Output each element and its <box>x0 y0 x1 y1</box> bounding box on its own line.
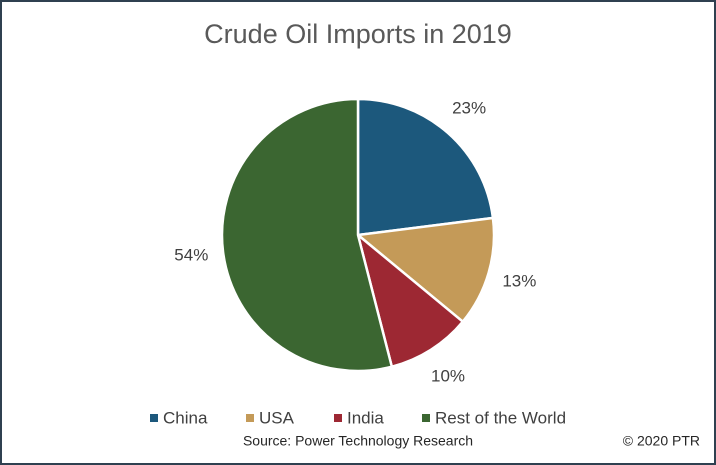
copyright: © 2020 PTR <box>623 433 700 449</box>
source: Source: Power Technology Research <box>243 433 473 449</box>
pie-slice <box>220 97 394 373</box>
data-label: 10% <box>431 366 465 385</box>
legend-swatch <box>150 414 158 422</box>
legend-label: USA <box>259 408 295 427</box>
legend-label: India <box>347 408 384 427</box>
data-label: 54% <box>174 246 208 265</box>
pie-slice <box>354 216 496 324</box>
pie-slice <box>356 97 495 237</box>
data-label: 13% <box>502 271 536 290</box>
legend-swatch <box>422 414 430 422</box>
legend-swatch <box>334 414 342 422</box>
chart-title: Crude Oil Imports in 2019 <box>204 19 512 49</box>
data-label: 23% <box>452 98 486 117</box>
legend-label: Rest of the World <box>435 408 566 427</box>
legend-label: China <box>163 408 208 427</box>
legend-swatch <box>246 414 254 422</box>
